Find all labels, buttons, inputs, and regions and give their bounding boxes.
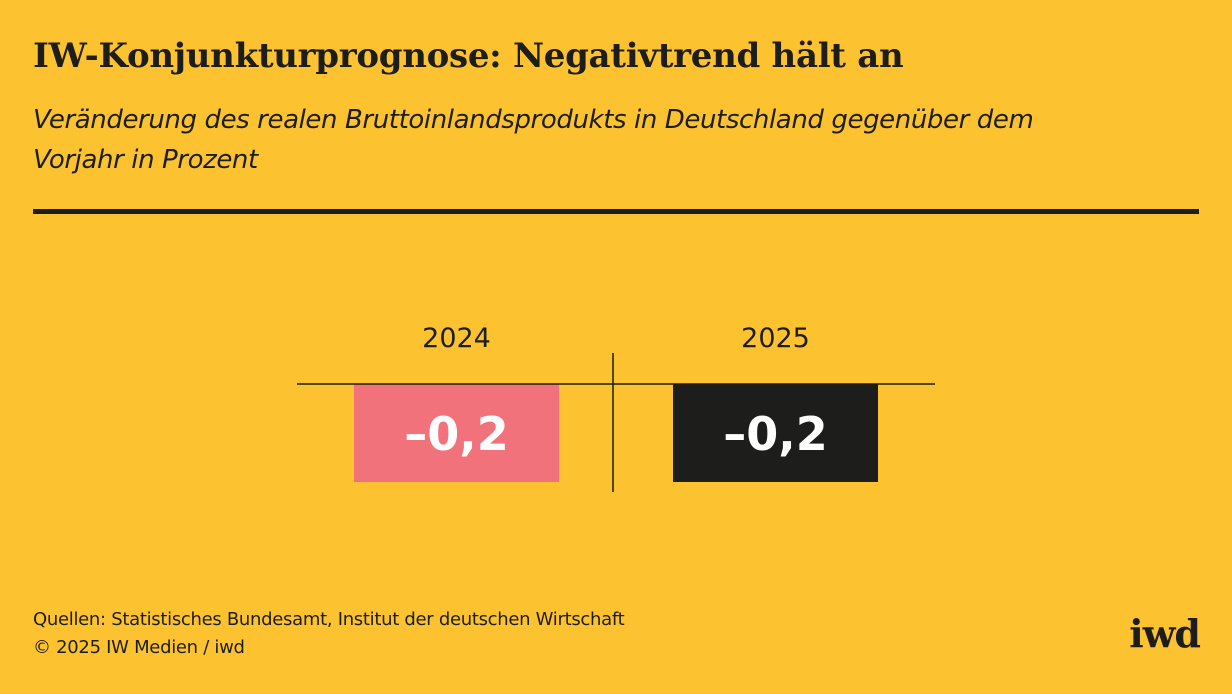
- category-label-2024: 2024: [422, 323, 491, 354]
- copyright-note: © 2025 IW Medien / iwd: [33, 637, 245, 658]
- bar-2025: [673, 384, 878, 482]
- chart-title: IW-Konjunkturprognose: Negativtrend hält…: [33, 36, 904, 76]
- bar-2024: [354, 384, 559, 482]
- chart-subtitle: Veränderung des realen Bruttoinlandsprod…: [33, 105, 1034, 175]
- title-divider: [33, 209, 1199, 214]
- source-note: Quellen: Statistisches Bundesamt, Instit…: [33, 609, 625, 630]
- value-label-2025: –0,2: [723, 407, 828, 461]
- category-label-2025: 2025: [741, 323, 810, 354]
- footer: Quellen: Statistisches Bundesamt, Instit…: [33, 606, 625, 662]
- value-label-2024: –0,2: [404, 407, 509, 461]
- iwd-logo: iwd: [1129, 611, 1201, 656]
